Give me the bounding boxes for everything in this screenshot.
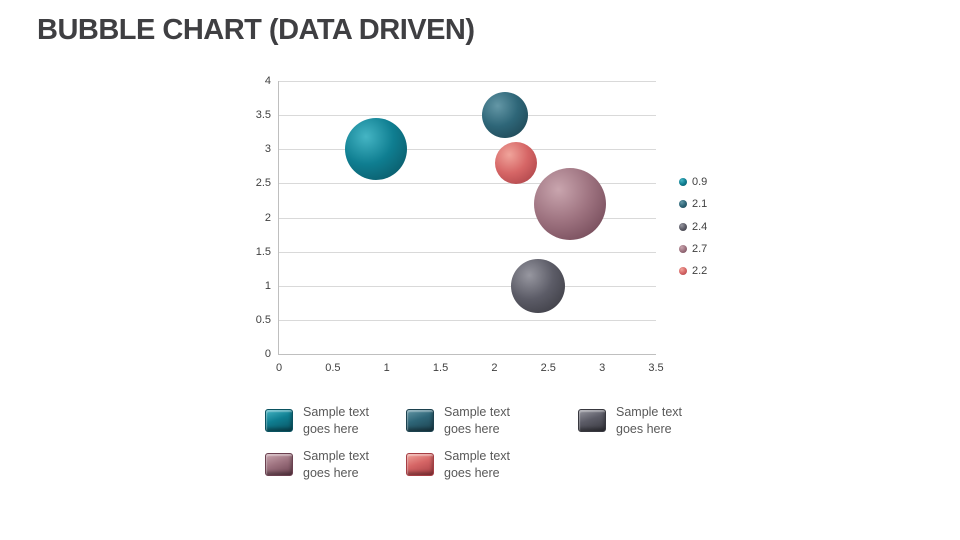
legend-item[interactable]: 2.7 (679, 238, 707, 260)
bubble-2.2[interactable] (494, 141, 537, 184)
color-swatch (578, 409, 606, 432)
gridline (279, 149, 656, 151)
legend-label: 0.9 (692, 176, 708, 189)
legend-label: 2.1 (692, 198, 708, 211)
x-axis-tick-label: 0 (275, 362, 283, 374)
legend-item[interactable]: 0.9 (679, 171, 707, 193)
legend-label: 2.2 (692, 265, 708, 278)
color-swatch (265, 453, 293, 476)
legend-item[interactable]: 2.2 (679, 260, 707, 282)
x-axis-tick-label: 3 (599, 362, 606, 374)
legend-item[interactable]: 2.1 (679, 193, 707, 215)
page-title: BUBBLE CHART (DATA DRIVEN) (37, 14, 475, 46)
bottom-legend-label: Sample text goes here (303, 405, 370, 436)
bottom-legend-label: Sample text goes here (444, 405, 511, 436)
legend-label: 2.7 (692, 243, 708, 256)
gridline (279, 319, 656, 321)
gridline (279, 251, 656, 253)
y-axis-tick-label: 0.5 (255, 313, 271, 326)
gridline (279, 81, 656, 82)
bottom-legend-item[interactable]: Sample text goes here (265, 404, 381, 438)
bottom-legend-label: Sample text goes here (616, 405, 683, 436)
legend-sphere-icon (679, 178, 687, 187)
gridline (279, 217, 656, 219)
y-axis-tick-label: 2 (264, 211, 271, 224)
legend-sphere-icon (679, 245, 687, 254)
bubble-2.4[interactable] (510, 258, 565, 313)
y-axis-tick-label: 2.5 (255, 177, 271, 190)
x-axis-tick-label: 1 (383, 362, 390, 374)
y-axis-tick-label: 1.5 (255, 245, 271, 258)
color-swatch (406, 409, 434, 432)
legend-label: 2.4 (692, 220, 708, 233)
legend-item[interactable]: 2.4 (679, 216, 707, 238)
x-axis-tick-label: 2.5 (540, 362, 556, 374)
y-axis-tick-label: 1 (264, 279, 271, 292)
chart-legend: 0.9 2.1 2.4 2.7 2.2 (679, 171, 707, 282)
gridline (279, 183, 656, 185)
y-axis-tick-label: 0 (264, 348, 271, 360)
bubble-0.9[interactable] (344, 118, 407, 181)
bottom-legend-item[interactable]: Sample text goes here (406, 448, 522, 482)
x-axis-tick-label: 0.5 (325, 362, 341, 374)
bottom-legend-item[interactable]: Sample text goes here (265, 448, 381, 482)
bottom-legend-label: Sample text goes here (303, 449, 370, 480)
x-axis-tick-label: 3.5 (648, 362, 664, 374)
y-axis-tick-label: 3.5 (255, 109, 271, 122)
bottom-legend-label: Sample text goes here (444, 449, 511, 480)
x-axis-tick-label: 2 (491, 362, 498, 374)
bubble-2.7[interactable] (533, 167, 606, 240)
plot-area: 4 3.5 3 2.5 2 1.5 1 0.5 0 0 0.5 1 1.5 2 2.5 3 3.5 (256, 75, 664, 374)
legend-sphere-icon (679, 267, 687, 276)
bottom-legend-item[interactable]: Sample text goes here (406, 404, 522, 438)
bubble-2.1[interactable] (482, 92, 529, 139)
y-axis-tick-label: 4 (264, 75, 271, 87)
gridline (279, 285, 656, 287)
legend-sphere-icon (679, 200, 687, 209)
bottom-legend-item[interactable]: Sample text goes here (578, 404, 694, 438)
gridline (279, 115, 656, 117)
legend-sphere-icon (679, 222, 687, 231)
color-swatch (406, 453, 434, 476)
y-axis-tick-label: 3 (264, 143, 271, 156)
color-swatch (265, 409, 293, 432)
x-axis-tick-label: 1.5 (432, 362, 449, 374)
